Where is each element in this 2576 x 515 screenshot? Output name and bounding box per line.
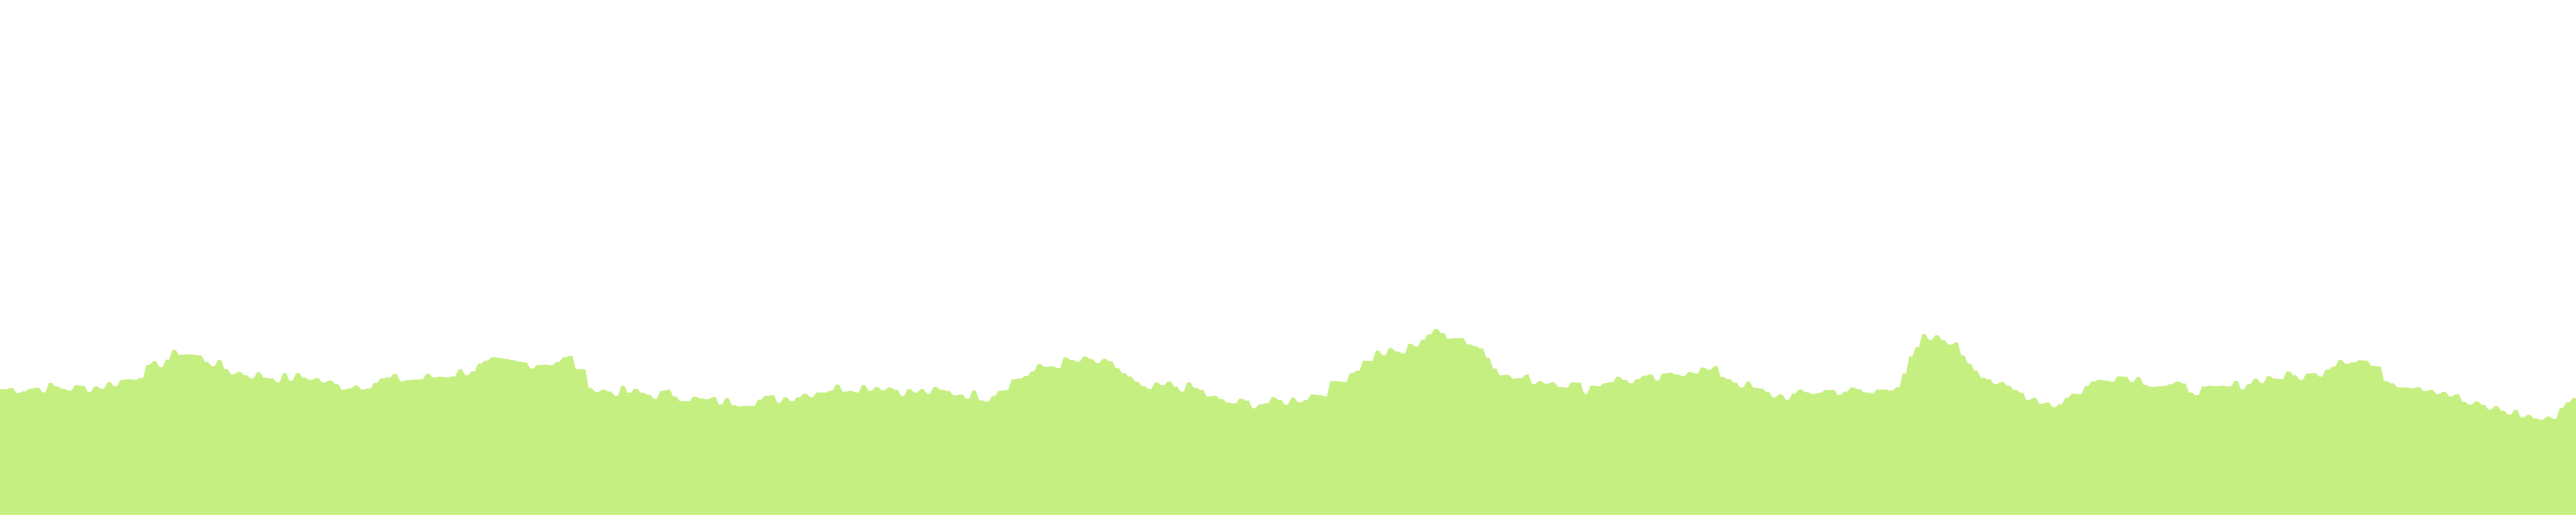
plot-area: [0, 329, 2576, 515]
area-series-fill: [0, 329, 2576, 515]
